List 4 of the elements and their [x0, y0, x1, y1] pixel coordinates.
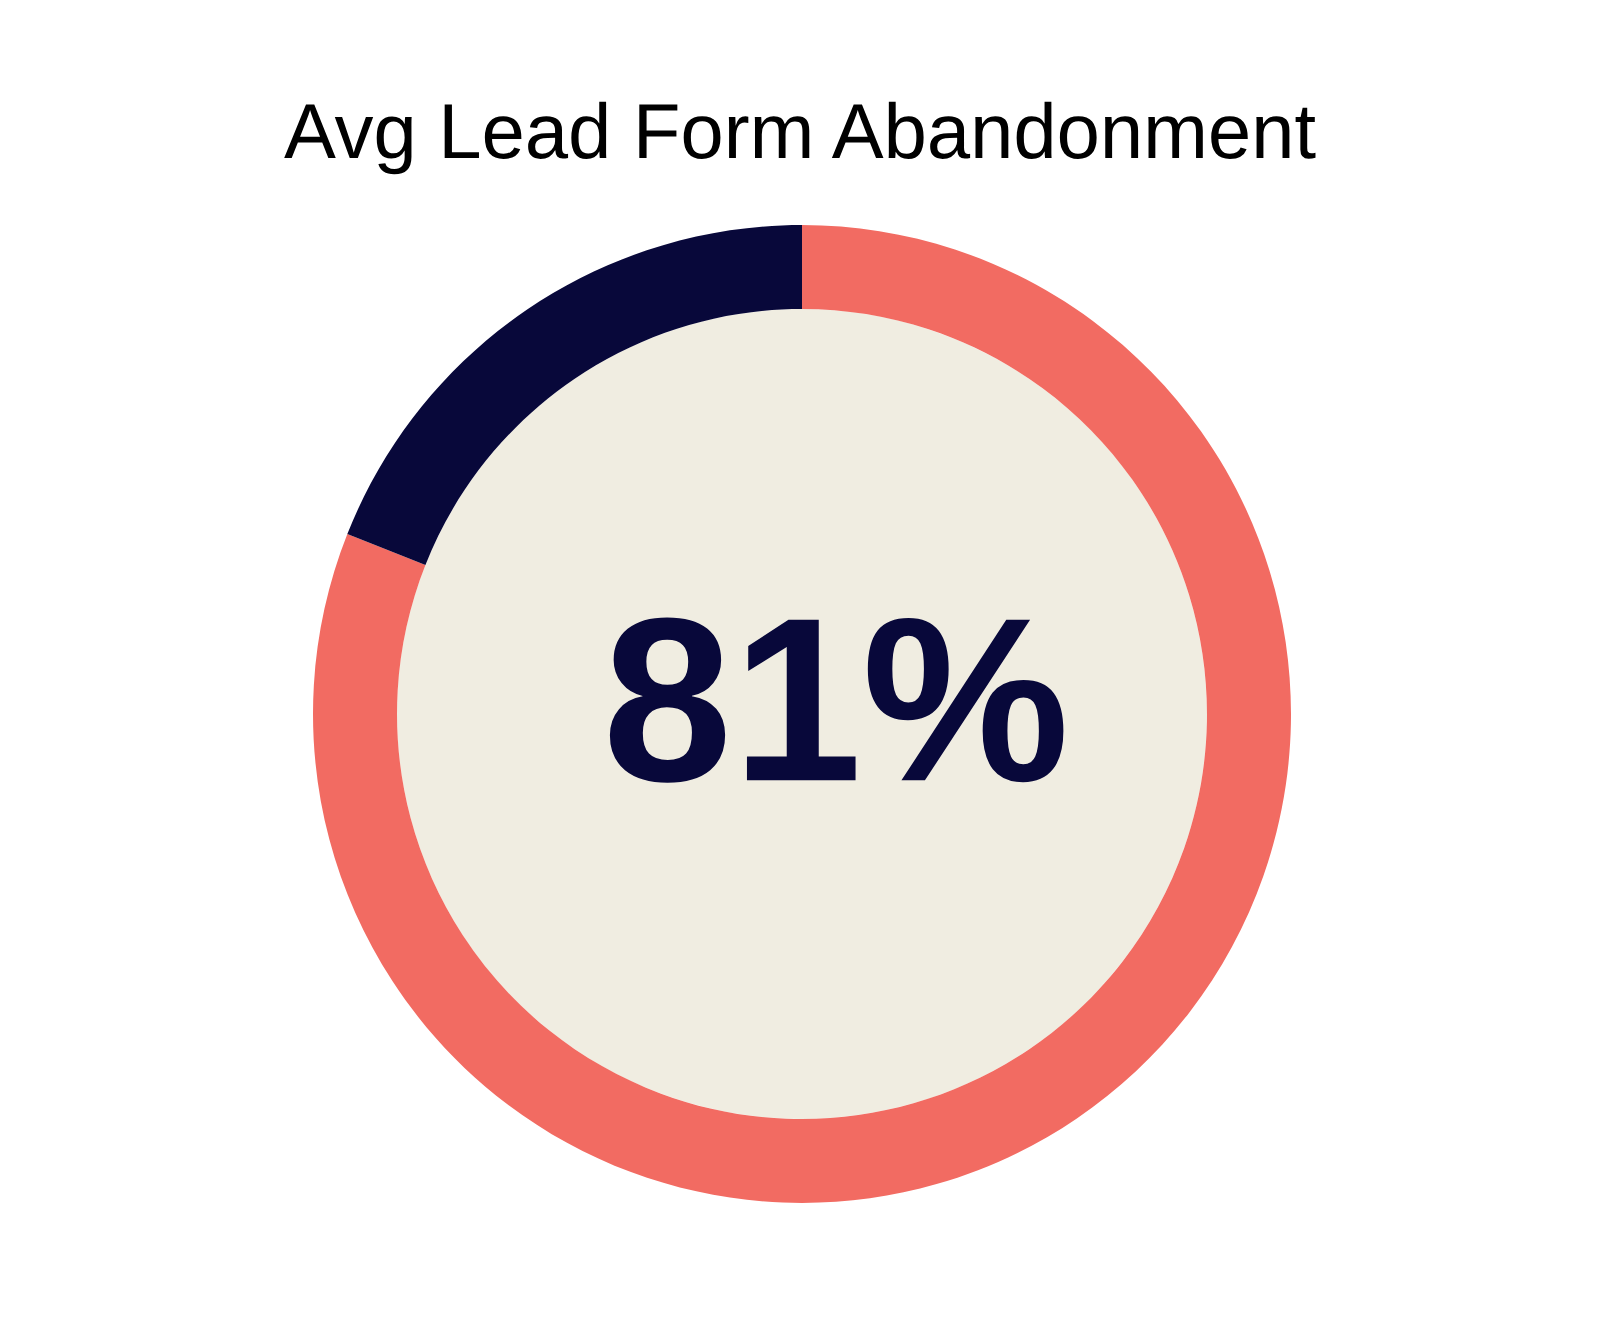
- donut-slice: [313, 225, 1291, 1203]
- text: 81%: [609, 617, 1064, 783]
- chart-title: Avg Lead Form Abandonment: [284, 101, 1316, 175]
- donut-slice: [347, 225, 802, 565]
